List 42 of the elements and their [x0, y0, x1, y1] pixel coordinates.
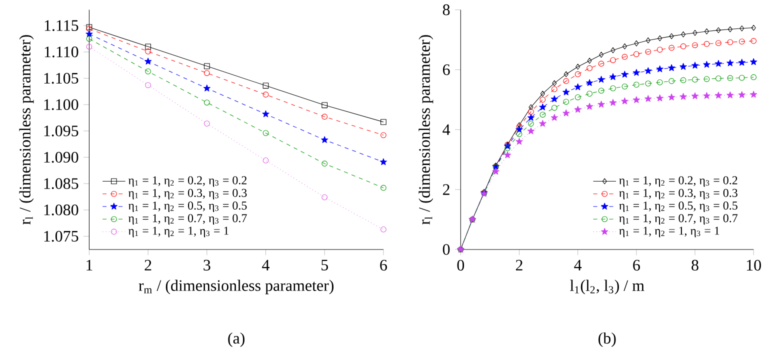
x-tick-label: 2	[144, 260, 152, 270]
y-tick-label: 1.075	[44, 230, 78, 242]
x-tick-label: 6	[633, 260, 640, 270]
legend-label: η$_{1}$ = 1, η$_{2}$ = 0.2, η$_{3}$ = 0.2	[619, 176, 738, 187]
y-tick-label: 8	[442, 4, 450, 16]
legend-label: η$_{1}$ = 1, η$_{2}$ = 0.3, η$_{3}$ = 0.3	[619, 188, 738, 200]
y-tick-label: 4	[442, 124, 450, 135]
y-tick-label: 1.090	[44, 152, 78, 163]
legend-label: η$_{1}$ = 1, η$_{2}$ = 0.7, η$_{3}$ = 0.7	[619, 214, 738, 224]
x-tick-label: 0	[457, 260, 464, 270]
x-tick-label: 2	[516, 260, 522, 270]
x-tick-label: 4	[262, 260, 270, 270]
y-axis-title: r$_{l}$ / (dimensionless parameter)	[418, 34, 434, 224]
y-tick-label: 1.080	[44, 204, 78, 216]
x-tick-label: 3	[204, 260, 210, 270]
y-tick-label: 0	[442, 244, 450, 255]
x-tick-label: 10	[746, 260, 761, 270]
legend-label: η$_{1}$ = 1, η$_{2}$ = 0.2, η$_{3}$ = 0.2	[128, 176, 246, 187]
y-tick-label: 1.110	[44, 46, 78, 58]
y-tick-label: 1.115	[44, 20, 78, 31]
y-tick-label: 1.085	[44, 178, 78, 189]
x-tick-label: 8	[692, 260, 698, 270]
x-axis-title: l$_{1}$(l$_{2}$, l$_{3}$) / m	[570, 280, 644, 294]
x-tick-label: 4	[574, 260, 582, 270]
x-axis-title: r$_{m}$ / (dimensionless parameter)	[138, 280, 334, 294]
y-tick-label: 1.100	[44, 99, 78, 110]
y-tick-label: 2	[443, 184, 450, 195]
x-tick-label: 6	[380, 260, 387, 270]
x-tick-label: 5	[322, 260, 328, 270]
legend-label: η$_{1}$ = 1, η$_{2}$ = 1, η$_{3}$ = 1	[128, 226, 228, 238]
text: (b)	[598, 332, 616, 347]
y-tick-label: 6	[442, 64, 450, 75]
legend-label: η$_{1}$ = 1, η$_{2}$ = 0.3, η$_{3}$ = 0.3	[128, 188, 247, 200]
legend-label: η$_{1}$ = 1, η$_{2}$ = 0.5, η$_{3}$ = 0.5	[619, 201, 738, 212]
legend-label: η$_{1}$ = 1, η$_{2}$ = 1, η$_{3}$ = 1	[619, 226, 720, 238]
text: (a)	[228, 332, 244, 347]
legend-label: η$_{1}$ = 1, η$_{2}$ = 0.7, η$_{3}$ = 0.7	[128, 214, 247, 224]
y-tick-label: 1.095	[44, 125, 78, 136]
y-tick-label: 1.105	[44, 72, 78, 84]
legend-label: η$_{1}$ = 1, η$_{2}$ = 0.5, η$_{3}$ = 0.5	[128, 201, 247, 212]
x-tick-label: 1	[86, 260, 92, 270]
y-axis-title: r$_{l}$ / (dimensionless parameter)	[19, 34, 34, 224]
